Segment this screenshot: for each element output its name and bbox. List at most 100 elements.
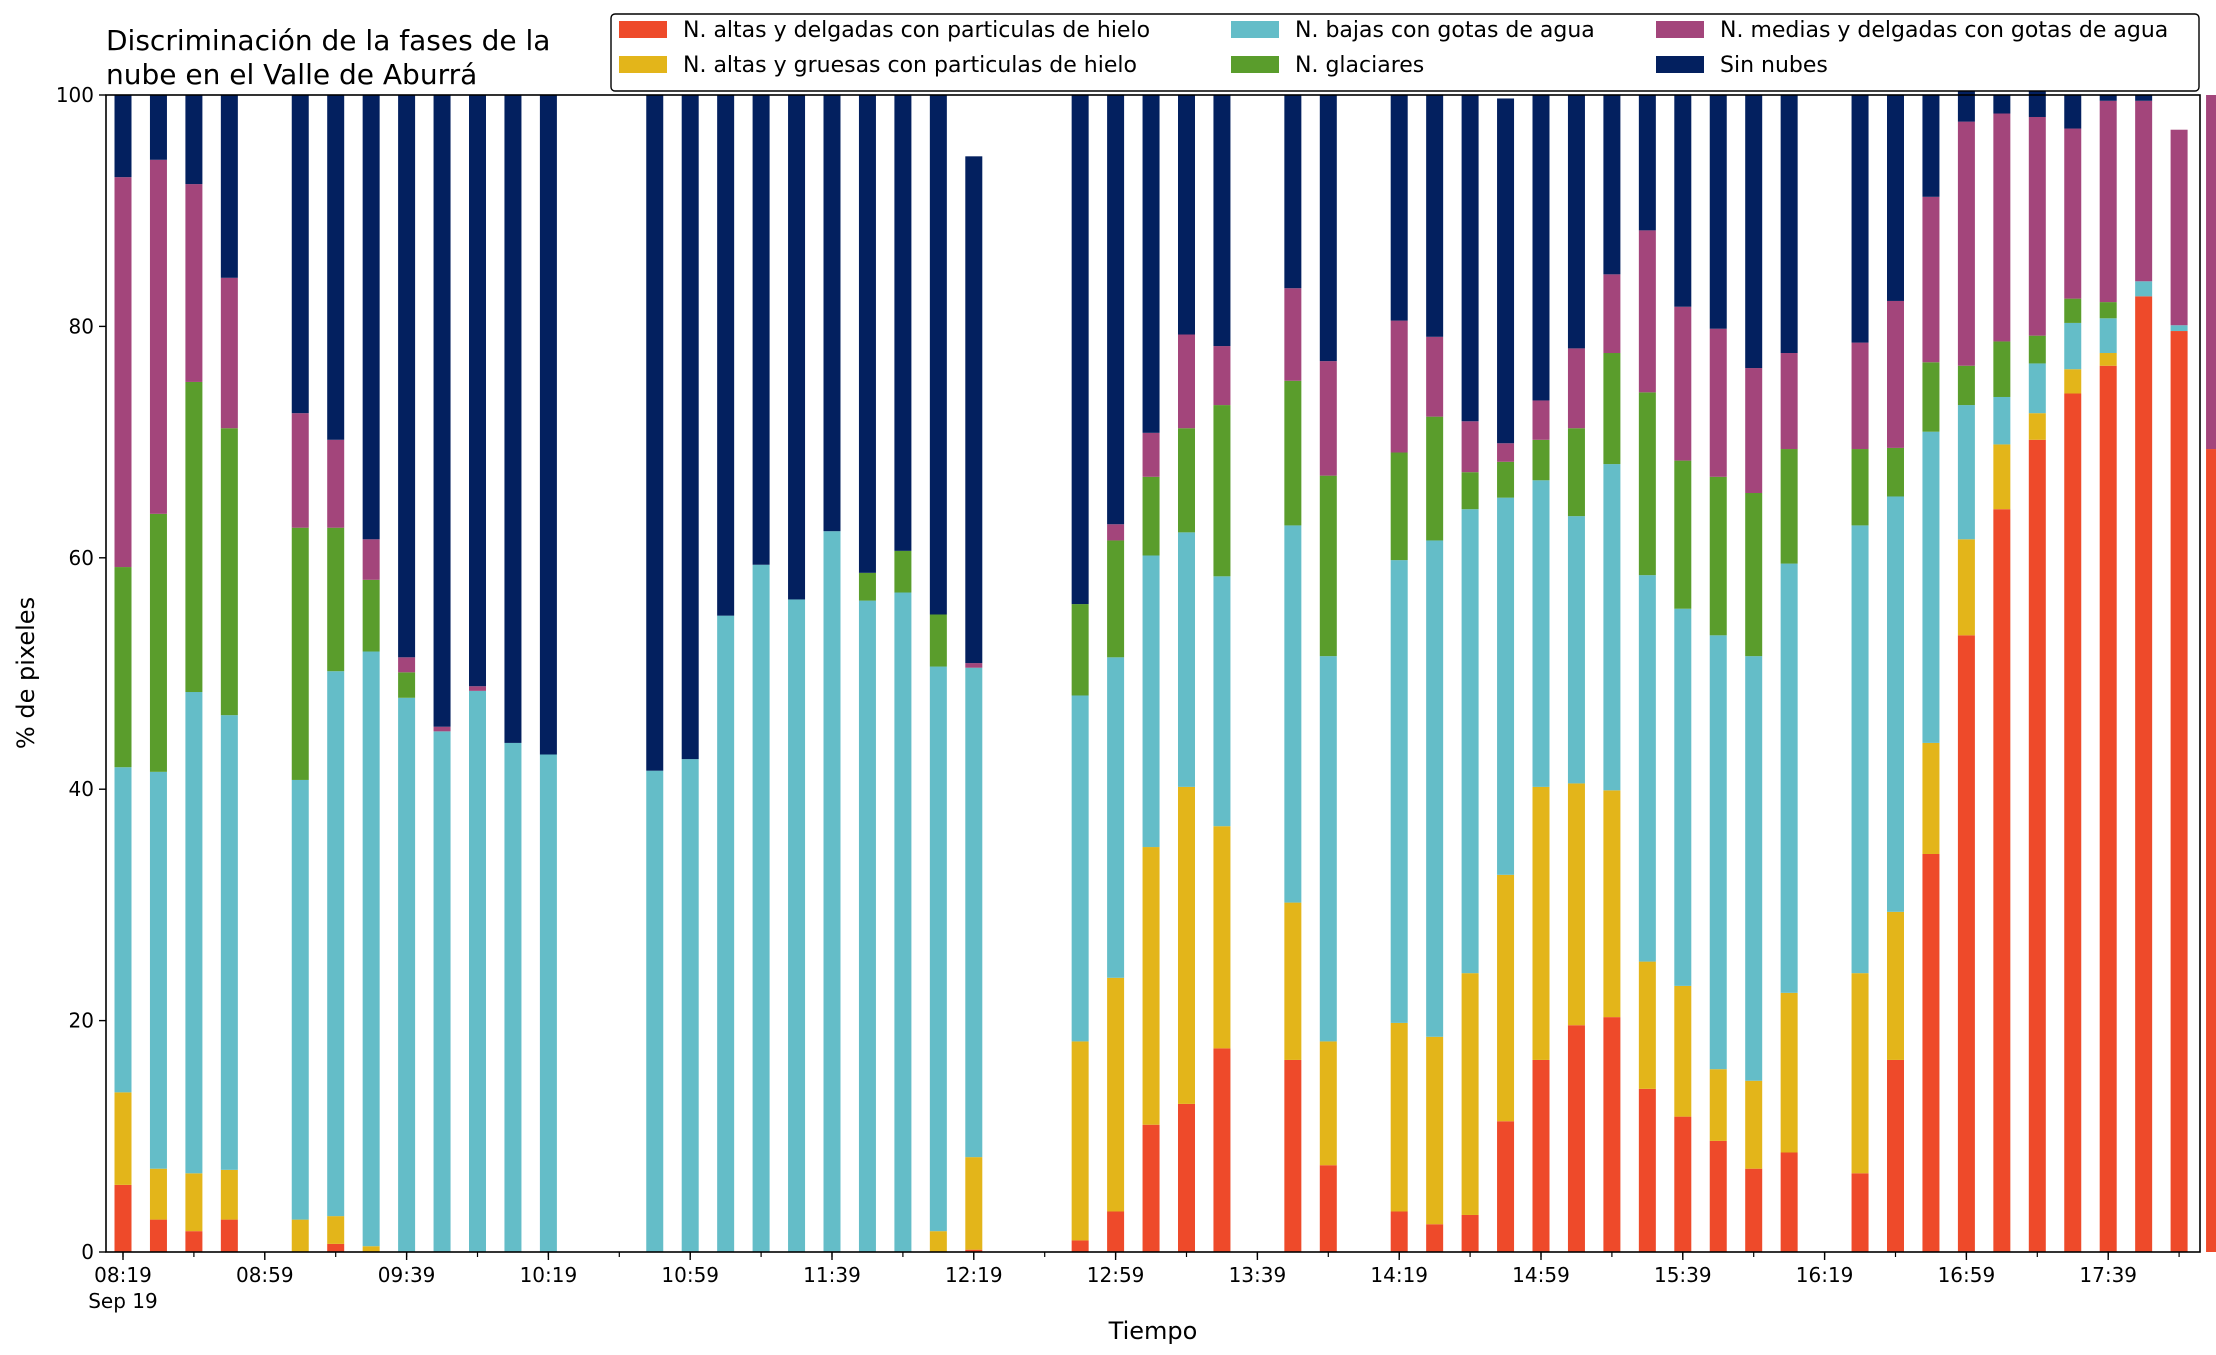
bar-segment-2-22 (894, 592, 912, 1252)
bar-segment-2-29 (1142, 555, 1160, 848)
bar-segment-5-3 (220, 95, 238, 278)
bar-segment-2-38 (1461, 509, 1479, 974)
bar-segment-4-33 (1284, 288, 1302, 381)
bar-segment-5-41 (1567, 95, 1585, 349)
bar-segment-5-30 (1178, 95, 1195, 335)
bar-segment-5-36 (1390, 95, 1408, 321)
bar-segment-3-29 (1142, 476, 1160, 556)
bar-segment-5-21 (858, 95, 876, 573)
bar-segment-2-20 (823, 531, 841, 1252)
bar-segment-1-24 (965, 1157, 983, 1250)
bar-segment-4-37 (1426, 336, 1444, 417)
bar-segment-2-42 (1603, 464, 1621, 791)
bar-segment-5-16 (681, 95, 699, 760)
bar-segment-5-20 (823, 95, 841, 532)
bar-segment-0-45 (1709, 1140, 1727, 1252)
bar-segment-3-51 (1922, 362, 1940, 432)
bar-segment-0-42 (1603, 1017, 1621, 1252)
bar-segment-1-34 (1319, 1041, 1337, 1166)
bar-segment-3-30 (1178, 428, 1195, 533)
bar-segment-5-38 (1461, 95, 1479, 422)
y-tick-label-4: 80 (69, 314, 94, 338)
legend-label-4: N. glaciares (1295, 53, 1424, 78)
bar-segment-4-29 (1142, 432, 1160, 477)
bar-segment-3-49 (1851, 449, 1869, 526)
bar-segment-2-19 (788, 599, 806, 1252)
bar-segment-4-34 (1319, 361, 1337, 476)
bar-segment-2-55 (2064, 322, 2082, 370)
bar-segment-3-23 (929, 614, 947, 667)
bar-segment-4-1 (149, 159, 167, 514)
bar-segment-0-55 (2064, 393, 2082, 1252)
bar-segment-2-53 (1993, 396, 2011, 445)
bar-segment-3-22 (894, 550, 912, 593)
bar-segment-3-7 (362, 579, 380, 652)
bar-segment-5-57 (2135, 95, 2153, 101)
bar-segment-4-38 (1461, 421, 1479, 473)
bar-segment-4-53 (1993, 113, 2011, 342)
bar-segment-1-5 (291, 1219, 309, 1252)
legend-swatch-3 (619, 56, 667, 73)
bar-segment-4-41 (1567, 348, 1585, 429)
x-axis-label: Tiempo (1108, 1317, 1198, 1345)
bar-segment-1-41 (1567, 783, 1585, 1026)
bar-segment-5-40 (1532, 95, 1550, 401)
bar-segment-3-41 (1567, 428, 1585, 517)
axes-group: 0 20 40 60 80 100 08:19 08:59 09:39 10:19 10:59 11:… (56, 83, 2180, 1313)
bar-segment-5-24 (965, 156, 983, 664)
bar-segment-2-24 (965, 667, 983, 1158)
bar-segment-5-49 (1851, 95, 1869, 343)
bar-segment-0-6 (327, 1243, 345, 1252)
bar-segment-2-6 (327, 671, 345, 1217)
bar-segment-2-2 (185, 692, 203, 1174)
bar-segment-3-45 (1709, 476, 1727, 636)
bar-segment-2-40 (1532, 480, 1550, 787)
bar-segment-4-7 (362, 539, 380, 580)
bar-segment-2-18 (752, 564, 770, 1252)
bar-segment-2-36 (1390, 560, 1408, 1023)
bar-segment-4-10 (469, 686, 486, 691)
bar-segment-5-17 (717, 95, 735, 616)
bar-segment-3-31 (1213, 405, 1231, 577)
x-tick-label-2: 09:39 (378, 1263, 436, 1287)
bar-segment-3-27 (1071, 604, 1089, 696)
bar-segment-1-50 (1887, 911, 1904, 1060)
x-tick-label-13: 16:59 (1938, 1263, 1996, 1287)
bar-segment-2-23 (929, 666, 947, 1232)
legend-label-2: N. medias y delgadas con gotas de agua (1720, 18, 2168, 43)
bar-segment-3-42 (1603, 353, 1621, 465)
bar-segment-4-57 (2135, 100, 2153, 282)
bar-segment-5-0 (114, 95, 132, 178)
bar-segment-2-52 (1957, 405, 1975, 540)
bar-segment-1-33 (1284, 902, 1302, 1060)
bar-segment-2-56 (2099, 318, 2117, 354)
bar-segment-2-16 (681, 759, 699, 1252)
bar-segment-1-42 (1603, 790, 1621, 1018)
bar-segment-1-3 (220, 1169, 238, 1220)
bar-segment-5-9 (433, 95, 451, 727)
legend-swatch-5 (1656, 56, 1704, 73)
bar-segment-1-31 (1213, 826, 1231, 1049)
bar-segment-5-44 (1674, 95, 1692, 307)
x-tick-label-3: 10:19 (520, 1263, 578, 1287)
x-date-label: Sep 19 (88, 1289, 158, 1313)
bar-segment-5-31 (1213, 95, 1231, 347)
bar-segment-0-28 (1107, 1211, 1125, 1252)
y-tick-label-3: 60 (69, 546, 94, 570)
y-axis-label: % de pixeles (12, 597, 40, 749)
x-tick-label-8: 13:39 (1229, 1263, 1287, 1287)
y-tick-label-0: 0 (81, 1240, 94, 1264)
bar-segment-0-2 (185, 1231, 203, 1252)
bar-segment-4-24 (965, 663, 983, 668)
legend: N. altas y delgadas con particulas de hi… (610, 13, 2200, 92)
bar-segment-2-41 (1567, 516, 1585, 784)
bar-segment-1-37 (1426, 1036, 1444, 1225)
bar-segment-4-31 (1213, 346, 1231, 406)
legend-label-3: N. altas y gruesas con particulas de hie… (683, 53, 1137, 78)
x-tick-label-5: 11:39 (803, 1263, 861, 1287)
bar-segment-0-34 (1319, 1165, 1337, 1252)
bar-segment-5-6 (327, 95, 345, 440)
bar-segment-2-57 (2135, 281, 2153, 297)
bar-segment-5-45 (1709, 95, 1727, 329)
bar-segment-5-1 (149, 95, 167, 160)
